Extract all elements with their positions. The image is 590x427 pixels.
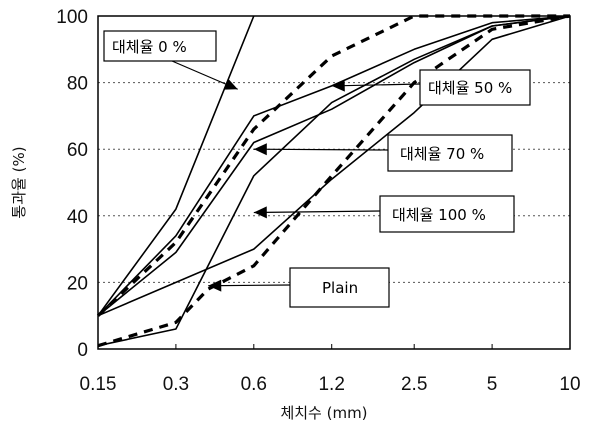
callout-box xyxy=(289,267,390,308)
series-line-6 xyxy=(97,15,571,317)
callout-box xyxy=(103,30,217,62)
x-tick-label: 0.15 xyxy=(80,374,117,395)
callout-label: Plain xyxy=(322,279,358,297)
callout-leader xyxy=(331,83,421,87)
y-axis-title: 통과율 (%) xyxy=(10,146,28,218)
gridlines xyxy=(98,82,570,283)
callout-box xyxy=(387,134,513,172)
y-tick-label: 60 xyxy=(67,140,88,161)
x-tick-label: 10 xyxy=(559,374,580,395)
callout-box xyxy=(379,195,515,233)
callouts: 대체율 0 % 대체율 50 % 대체율 70 % 대체율 100 % Plain xyxy=(103,30,531,308)
y-tick-label: 40 xyxy=(67,207,88,228)
callout-arrowhead xyxy=(331,79,345,92)
callout-box xyxy=(419,69,531,106)
x-tick-label: 0.6 xyxy=(241,374,267,395)
callout-label: 대체율 50 % xyxy=(428,79,512,97)
y-tick-label: 100 xyxy=(56,7,88,28)
x-tick-labels: 0.15 0.3 0.6 1.2 2.5 5 10 xyxy=(80,344,581,395)
plot-frame xyxy=(97,15,571,350)
x-tick-label: 1.2 xyxy=(318,374,344,395)
callout-arrowhead xyxy=(208,279,222,292)
y-tick-labels: 0 20 40 60 80 100 xyxy=(56,7,88,361)
y-tick-label: 80 xyxy=(67,74,88,95)
callout-leader xyxy=(208,284,291,287)
y-tick-label: 0 xyxy=(77,340,88,361)
series-line-1 xyxy=(97,15,571,317)
x-tick-label: 2.5 xyxy=(401,374,427,395)
callout-arrowhead xyxy=(253,206,267,219)
x-axis-title: 체치수 (mm) xyxy=(280,404,367,422)
callout-label: 대체율 100 % xyxy=(392,206,486,224)
series-line-3 xyxy=(97,15,571,347)
y-tick-label: 20 xyxy=(67,273,88,294)
callout-leader xyxy=(253,210,381,214)
callout-leader xyxy=(253,148,389,151)
callout-arrowhead xyxy=(223,78,238,90)
x-tick-label: 5 xyxy=(487,374,498,395)
callout-label: 대체율 0 % xyxy=(112,38,187,56)
callout-label: 대체율 70 % xyxy=(400,145,484,163)
x-tick-label: 0.3 xyxy=(163,374,189,395)
series-line-4 xyxy=(97,14,571,348)
callout-arrowhead xyxy=(253,143,267,156)
